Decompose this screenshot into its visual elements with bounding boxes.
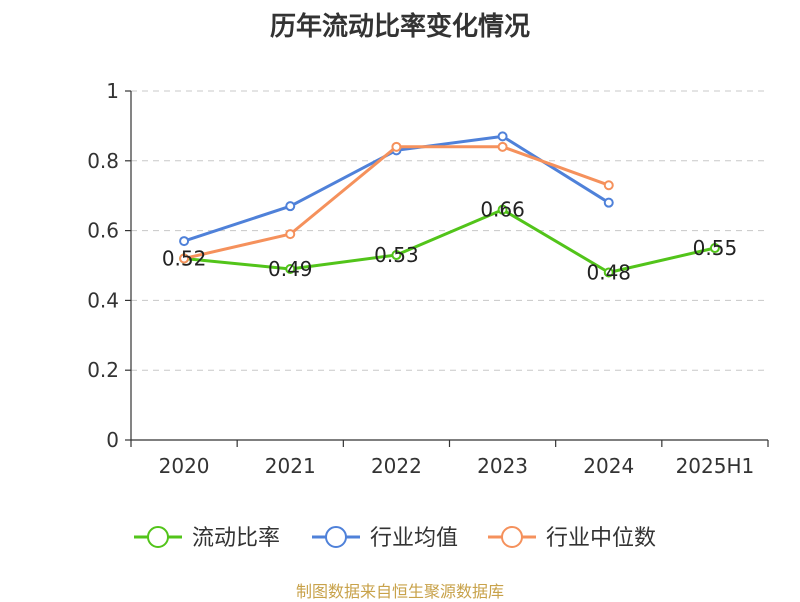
legend-label: 流动比率: [192, 526, 280, 551]
data-point[interactable]: [285, 263, 296, 274]
x-tick-label: 2020: [159, 454, 210, 478]
legend[interactable]: 流动比率 行业均值 行业中位数: [134, 526, 656, 551]
x-tick-label: 2021: [265, 454, 316, 478]
data-point[interactable]: [285, 229, 296, 240]
data-labels: 0.52 0.49 0.53 0.66 0.48 0.55: [162, 198, 737, 285]
y-tick-label: 0.8: [87, 149, 119, 173]
y-tick-label: 0.4: [87, 288, 119, 312]
y-tick-label: 0: [106, 428, 119, 452]
axes: 0 0.2 0.4 0.6 0.8 1 2020 2021 2022 2023 2024 2025H1: [87, 79, 769, 478]
legend-item[interactable]: 行业均值: [312, 526, 458, 551]
legend-label: 行业均值: [370, 526, 458, 551]
x-tick-label: 2025H1: [676, 454, 755, 478]
series-line: [183, 208, 716, 274]
data-point[interactable]: [179, 236, 190, 247]
y-tick-label: 1: [106, 79, 119, 103]
data-label: 0.53: [374, 243, 419, 267]
data-point[interactable]: [603, 197, 614, 208]
data-label: 0.48: [586, 260, 631, 284]
legend-marker-icon: [325, 526, 347, 548]
grid-lines: [131, 90, 768, 371]
data-point[interactable]: [603, 180, 614, 191]
data-label: 0.66: [480, 198, 525, 222]
x-tick-label: 2023: [477, 454, 528, 478]
y-tick-label: 0.6: [87, 219, 119, 243]
data-point[interactable]: [497, 131, 508, 142]
data-point[interactable]: [391, 141, 402, 152]
chart-title: 历年流动比率变化情况: [269, 12, 530, 42]
legend-item[interactable]: 流动比率: [134, 526, 280, 551]
data-point[interactable]: [497, 141, 508, 152]
series-line: [183, 145, 610, 260]
data-point[interactable]: [391, 250, 402, 261]
data-label: 0.52: [162, 247, 207, 271]
data-point[interactable]: [709, 243, 720, 254]
legend-item[interactable]: 行业中位数: [488, 526, 656, 551]
data-point[interactable]: [285, 201, 296, 212]
legend-marker-icon: [147, 526, 169, 548]
x-tick-label: 2024: [583, 454, 634, 478]
data-label: 0.49: [268, 257, 313, 281]
x-tick-label: 2022: [371, 454, 422, 478]
data-point[interactable]: [603, 267, 614, 278]
data-point[interactable]: [179, 253, 190, 264]
data-label: 0.55: [693, 236, 738, 260]
data-point[interactable]: [497, 204, 508, 215]
legend-marker-icon: [501, 526, 523, 548]
legend-label: 行业中位数: [546, 526, 656, 551]
series-lines: [179, 131, 720, 278]
source-note: 制图数据来自恒生聚源数据库: [295, 582, 504, 601]
y-tick-label: 0.2: [87, 358, 119, 382]
